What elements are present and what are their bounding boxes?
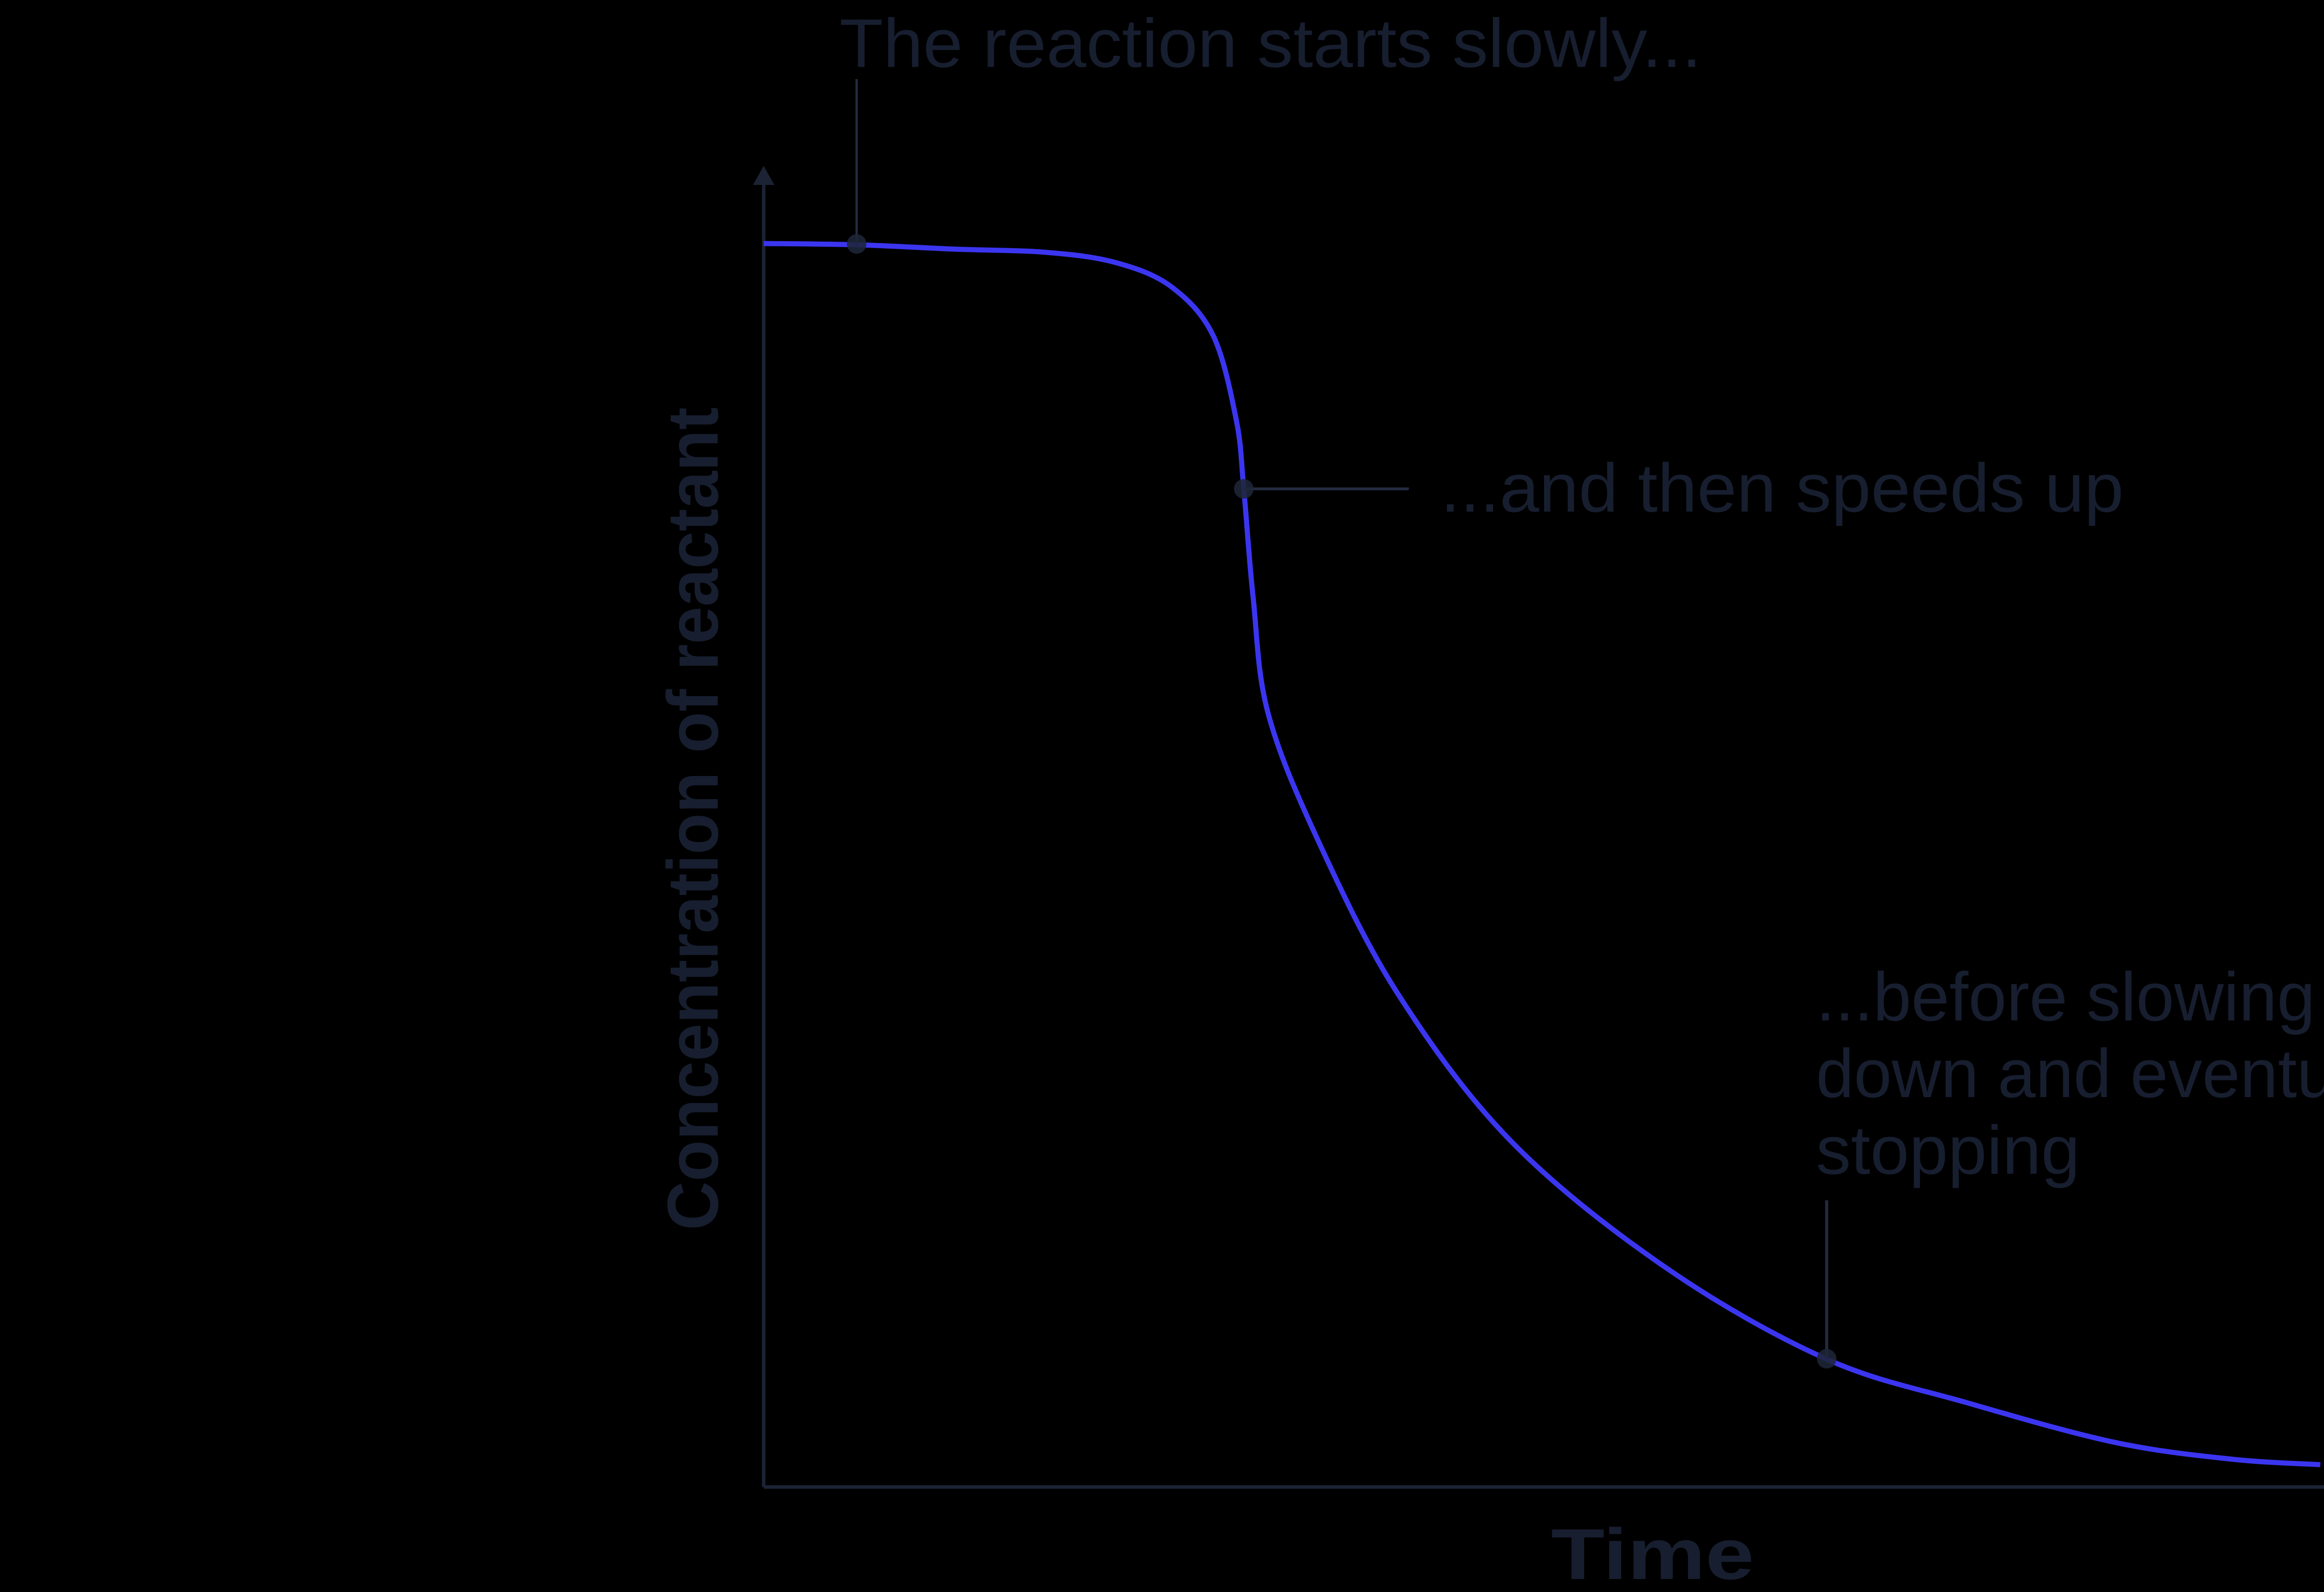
svg-text:The reaction starts slowly...: The reaction starts slowly... xyxy=(839,5,1702,82)
svg-text:...and then speeds up: ...and then speeds up xyxy=(1440,450,2124,526)
svg-text:down and eventually: down and eventually xyxy=(1816,1035,2324,1112)
svg-text:Concentration of reactant: Concentration of reactant xyxy=(653,408,733,1230)
svg-text:Time: Time xyxy=(1551,1514,1754,1592)
svg-text:...before slowing: ...before slowing xyxy=(1816,959,2315,1035)
svg-text:stopping: stopping xyxy=(1816,1112,2080,1189)
